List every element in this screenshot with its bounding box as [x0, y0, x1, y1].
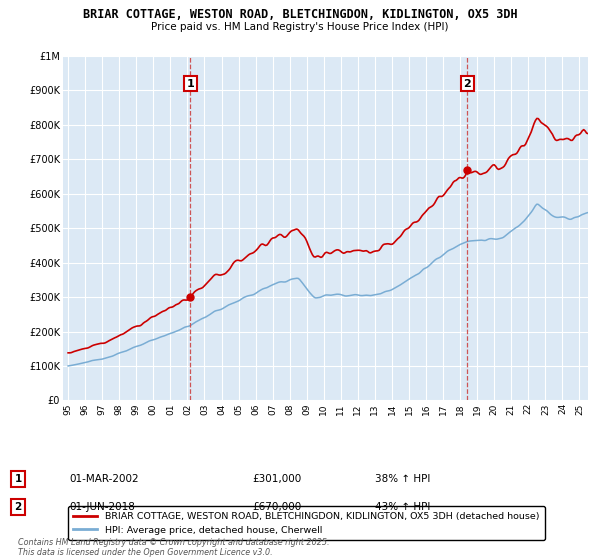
- Text: BRIAR COTTAGE, WESTON ROAD, BLETCHINGDON, KIDLINGTON, OX5 3DH: BRIAR COTTAGE, WESTON ROAD, BLETCHINGDON…: [83, 8, 517, 21]
- Text: 01-JUN-2018: 01-JUN-2018: [69, 502, 135, 512]
- Text: 1: 1: [14, 474, 22, 484]
- Text: £670,000: £670,000: [252, 502, 301, 512]
- Legend: BRIAR COTTAGE, WESTON ROAD, BLETCHINGDON, KIDLINGTON, OX5 3DH (detached house), : BRIAR COTTAGE, WESTON ROAD, BLETCHINGDON…: [68, 506, 545, 540]
- Text: 2: 2: [14, 502, 22, 512]
- Text: £301,000: £301,000: [252, 474, 301, 484]
- Text: 43% ↑ HPI: 43% ↑ HPI: [375, 502, 430, 512]
- Text: Contains HM Land Registry data © Crown copyright and database right 2025.
This d: Contains HM Land Registry data © Crown c…: [18, 538, 329, 557]
- Text: Price paid vs. HM Land Registry's House Price Index (HPI): Price paid vs. HM Land Registry's House …: [151, 22, 449, 32]
- Text: 38% ↑ HPI: 38% ↑ HPI: [375, 474, 430, 484]
- Text: 01-MAR-2002: 01-MAR-2002: [69, 474, 139, 484]
- Text: 2: 2: [463, 78, 471, 88]
- Text: 1: 1: [187, 78, 194, 88]
